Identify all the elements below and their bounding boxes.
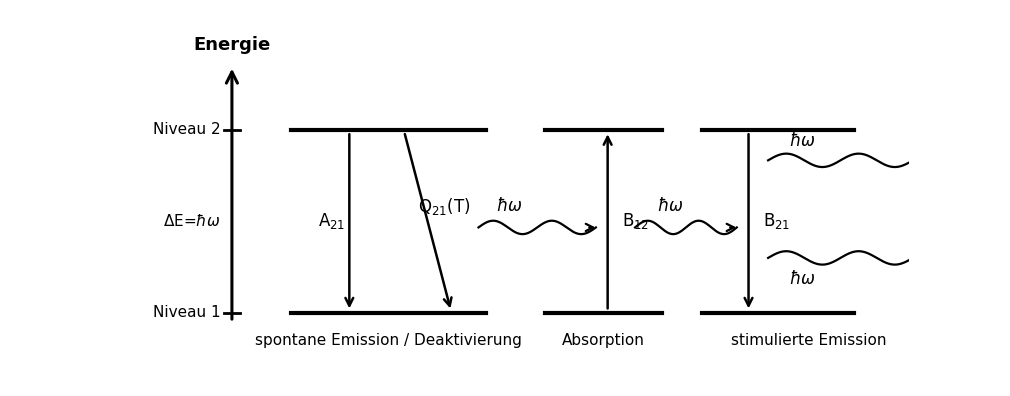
Text: $\hbar\omega$: $\hbar\omega$ [497,197,523,215]
Text: $\hbar\omega$: $\hbar\omega$ [789,131,816,150]
Text: Absorption: Absorption [563,333,645,348]
Text: Niveau 2: Niveau 2 [153,122,220,137]
Text: B$_{12}$: B$_{12}$ [622,211,649,231]
Text: Niveau 1: Niveau 1 [153,305,220,320]
Text: $\hbar\omega$: $\hbar\omega$ [656,197,684,215]
Text: stimulierte Emission: stimulierte Emission [731,333,887,348]
Text: B$_{21}$: B$_{21}$ [763,211,790,231]
Text: $\hbar\omega$: $\hbar\omega$ [789,270,816,287]
Text: $\Delta$E=$\hbar\omega$: $\Delta$E=$\hbar\omega$ [163,213,220,229]
Text: A$_{21}$: A$_{21}$ [318,211,345,231]
Text: Energie: Energie [193,36,271,53]
Text: spontane Emission / Deaktivierung: spontane Emission / Deaktivierung [256,333,522,348]
Text: Q$_{21}$(T): Q$_{21}$(T) [418,196,471,217]
